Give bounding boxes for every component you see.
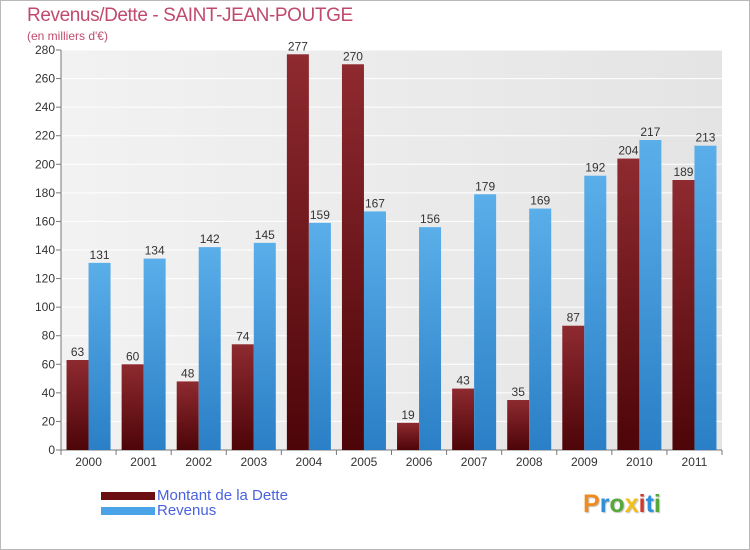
x-tick-label: 2011 bbox=[682, 455, 708, 469]
x-tick-label: 2001 bbox=[130, 455, 157, 469]
y-tick-label: 100 bbox=[35, 300, 55, 314]
bar-revenue-2001 bbox=[143, 258, 166, 450]
bar-debt-2004 bbox=[286, 54, 309, 451]
data-label-revenue-2005: 167 bbox=[365, 196, 385, 210]
x-tick-label: 2008 bbox=[516, 455, 543, 469]
data-label-debt-2005: 270 bbox=[343, 49, 363, 63]
data-label-debt-2002: 48 bbox=[181, 366, 195, 380]
logo-letter: i bbox=[653, 490, 661, 518]
data-label-debt-2010: 204 bbox=[618, 144, 638, 158]
legend-item-revenue: Revenus bbox=[101, 502, 216, 519]
data-label-debt-2004: 277 bbox=[288, 39, 308, 53]
x-tick-label: 2005 bbox=[351, 455, 378, 469]
y-tick-label: 260 bbox=[35, 72, 55, 86]
bar-revenue-2004 bbox=[308, 222, 331, 450]
bar-debt-2001 bbox=[121, 364, 144, 450]
bar-debt-2011 bbox=[672, 180, 695, 450]
y-tick-label: 0 bbox=[48, 443, 55, 457]
data-label-debt-2008: 35 bbox=[512, 385, 526, 399]
bar-revenue-2003 bbox=[253, 242, 276, 450]
bar-debt-2003 bbox=[231, 344, 254, 450]
bar-debt-2008 bbox=[507, 400, 530, 450]
data-label-revenue-2000: 131 bbox=[90, 248, 110, 262]
y-tick-label: 180 bbox=[35, 186, 55, 200]
y-tick-label: 40 bbox=[42, 386, 56, 400]
y-tick-label: 60 bbox=[42, 357, 56, 371]
y-tick-label: 160 bbox=[35, 214, 55, 228]
x-tick-label: 2007 bbox=[461, 455, 488, 469]
logo-letter: o bbox=[609, 490, 625, 518]
legend-item-debt: Montant de la Dette bbox=[101, 487, 288, 504]
data-label-debt-2001: 60 bbox=[126, 349, 140, 363]
bar-revenue-2002 bbox=[198, 247, 221, 450]
x-tick-label: 2000 bbox=[75, 455, 102, 469]
data-label-debt-2000: 63 bbox=[71, 345, 85, 359]
data-label-revenue-2003: 145 bbox=[255, 228, 275, 242]
bar-revenue-2007 bbox=[474, 194, 497, 450]
logo-letter: r bbox=[599, 490, 610, 518]
logo-letter: i bbox=[638, 490, 646, 518]
bar-revenue-2010 bbox=[639, 140, 662, 450]
data-label-debt-2006: 19 bbox=[401, 408, 415, 422]
bar-debt-2005 bbox=[341, 64, 364, 451]
bar-debt-2010 bbox=[617, 158, 640, 451]
data-label-revenue-2008: 169 bbox=[530, 194, 550, 208]
x-tick-label: 2003 bbox=[240, 455, 267, 469]
chart-title: Revenus/Dette - SAINT-JEAN-POUTGE bbox=[27, 5, 353, 26]
data-label-revenue-2006: 156 bbox=[420, 212, 440, 226]
bar-debt-2007 bbox=[452, 388, 475, 450]
y-tick-label: 200 bbox=[35, 157, 55, 171]
data-label-revenue-2004: 159 bbox=[310, 208, 330, 222]
y-tick-label: 80 bbox=[42, 329, 56, 343]
bar-revenue-2006 bbox=[419, 227, 442, 450]
proxiti-logo: Proxiti bbox=[583, 490, 693, 524]
data-label-debt-2011: 189 bbox=[673, 165, 693, 179]
data-label-debt-2003: 74 bbox=[236, 329, 250, 343]
y-tick-label: 220 bbox=[35, 129, 55, 143]
x-tick-label: 2006 bbox=[406, 455, 433, 469]
bar-debt-2006 bbox=[397, 422, 420, 450]
bar-revenue-2011 bbox=[694, 145, 717, 450]
legend-swatch-revenue bbox=[101, 506, 155, 515]
bar-debt-2009 bbox=[562, 325, 585, 450]
y-tick-label: 20 bbox=[42, 414, 56, 428]
logo-letter: x bbox=[624, 490, 639, 518]
legend-label-revenue: Revenus bbox=[157, 502, 217, 519]
data-label-revenue-2010: 217 bbox=[640, 125, 660, 139]
x-tick-label: 2009 bbox=[571, 455, 598, 469]
data-label-revenue-2009: 192 bbox=[585, 161, 605, 175]
data-label-revenue-2011: 213 bbox=[695, 131, 715, 145]
y-tick-label: 280 bbox=[35, 43, 55, 57]
x-tick-label: 2004 bbox=[296, 455, 323, 469]
data-label-revenue-2001: 134 bbox=[145, 244, 165, 258]
y-tick-label: 240 bbox=[35, 100, 55, 114]
y-tick-label: 120 bbox=[35, 272, 55, 286]
bar-revenue-2009 bbox=[584, 175, 607, 450]
logo-letter: t bbox=[645, 490, 654, 518]
bar-revenue-2008 bbox=[529, 208, 552, 450]
chart-subtitle: (en milliers d'€) bbox=[27, 29, 108, 43]
bar-revenue-2000 bbox=[88, 262, 111, 450]
data-label-revenue-2007: 179 bbox=[475, 179, 495, 193]
y-tick-label: 140 bbox=[35, 243, 55, 257]
legend-swatch-debt bbox=[101, 491, 155, 500]
bar-debt-2002 bbox=[176, 381, 199, 450]
logo-letter: P bbox=[583, 490, 600, 518]
legend-label-debt: Montant de la Dette bbox=[157, 487, 288, 504]
x-tick-label: 2002 bbox=[185, 455, 212, 469]
data-label-debt-2009: 87 bbox=[567, 311, 581, 325]
bar-debt-2000 bbox=[66, 360, 89, 450]
data-label-revenue-2002: 142 bbox=[200, 232, 220, 246]
data-label-debt-2007: 43 bbox=[456, 374, 470, 388]
x-tick-label: 2010 bbox=[626, 455, 653, 469]
bar-revenue-2005 bbox=[363, 211, 386, 450]
